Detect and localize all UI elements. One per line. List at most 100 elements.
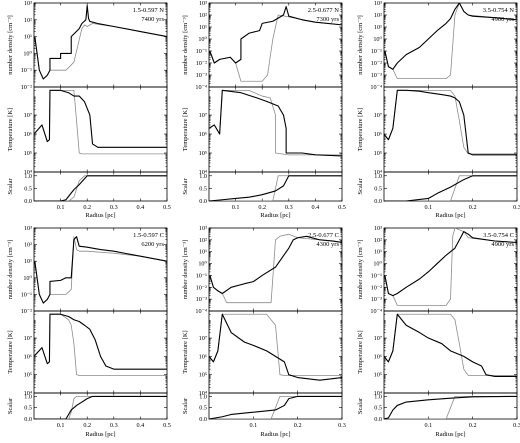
x-tick-label: 0.2 [83,204,91,211]
temperature-frame [208,310,343,394]
temperature-axis-label: Temperature [K] [182,108,189,151]
scalar-series [209,175,342,201]
y-tick-label: 0.5 [24,185,32,192]
subplot-3: 10⁻⁴ 10⁻³ 10⁻² 10⁻¹ 10⁰ 10¹ 10² 10³ number densi… [357,0,520,219]
temperature-axis-label: Temperature [K] [357,330,364,373]
y-tick-label: 10⁷ [374,112,382,119]
y-tick-label: 10¹ [199,24,207,31]
y-tick-label: 10⁵ [374,372,382,379]
model-label: 3.5-0.754 N [483,7,515,14]
y-tick-label: 10³ [199,0,207,7]
density-series [384,3,517,80]
model-label: 1.5-0.597 C [133,232,164,239]
y-tick-label: 10⁻¹ [371,272,382,279]
y-tick-label: 1.0 [199,173,207,180]
x-tick-label: 0.1 [424,204,432,211]
x-tick-label: 0.1 [57,422,65,429]
temperature-panel: 10⁴ 10⁵ 10⁶ 10⁷ Temperature [K] [182,310,343,397]
temperature-line-thin [384,89,517,155]
x-tick-label: 0.1 [249,422,257,429]
y-tick-label: 10⁰ [23,275,32,282]
temperature-line-thick [34,313,167,370]
temperature-panel: 10⁴ 10⁵ 10⁶ 10⁷ Temperature [K] [7,86,168,176]
y-tick-label: 10⁻⁴ [370,308,382,315]
temperature-axis-label: Temperature [K] [7,330,14,373]
y-tick-label: 10⁵ [199,150,207,157]
y-tick-label: 10⁻³ [196,72,207,79]
model-age: 7300 yrs [316,16,339,23]
scalar-panel: 0.0 0.5 1.0 Scalar 0.1 0.2 0.3 [182,392,346,429]
scalar-frame [208,171,343,202]
x-tick-label: 0.3 [110,204,118,211]
y-tick-label: 10⁶ [24,353,32,360]
x-tick-label: 0.3 [338,422,346,429]
x-axis-label: Radius [pc] [260,212,290,219]
y-tick-label: 10⁰ [23,50,32,57]
x-tick-label: 0.2 [294,422,302,429]
y-tick-label: 10⁻² [21,308,32,315]
y-tick-label: 10⁴ [199,390,207,397]
scalar-line-thick [384,395,517,419]
y-tick-label: 10⁴ [24,169,32,176]
y-tick-label: 10⁵ [24,150,32,157]
y-tick-label: 10⁰ [373,261,382,268]
density-axis-label: number density [cm⁻³] [7,15,14,75]
scalar-frame [383,392,518,420]
y-tick-label: 1.0 [374,173,382,180]
x-tick-label: 0.5 [338,204,346,211]
scalar-axis-label: Scalar [182,178,189,195]
subplot-6: 10⁻⁴ 10⁻³ 10⁻² 10⁻¹ 10⁰ 10¹ 10² 10³ number densi… [357,225,520,438]
scalar-line-thin [34,175,167,201]
model-age: 4900 yrs [491,16,514,23]
temperature-line-thick [34,89,167,148]
y-tick-label: 10⁶ [24,131,32,138]
y-tick-label: 0.0 [24,416,32,423]
x-tick-label: 0.2 [83,422,91,429]
density-series [34,236,167,304]
density-series [384,228,517,306]
x-tick-label: 0.3 [513,422,520,429]
model-age: 7400 yrs [141,16,164,23]
y-tick-label: 10⁷ [24,335,32,342]
scalar-line-thin [384,395,517,419]
y-tick-label: 10⁻¹ [21,291,32,298]
density-line-thick [384,231,517,297]
x-tick-label: 0.4 [137,204,145,211]
scalar-line-thick [209,395,342,419]
scalar-axis-label: Scalar [357,397,364,414]
temperature-line-thin [34,89,167,155]
density-axis-label: number density [cm⁻³] [182,15,189,75]
scalar-axis-label: Scalar [357,178,364,195]
y-tick-label: 10⁶ [374,131,382,138]
density-axis-label: number density [cm⁻³] [357,240,364,300]
y-tick-label: 1.0 [24,173,32,180]
density-line-thin [209,14,342,82]
x-tick-label: 0.2 [469,422,477,429]
density-panel: 10⁻⁴ 10⁻³ 10⁻² 10⁻¹ 10⁰ 10¹ 10² 10³ number densi… [182,0,343,91]
y-tick-label: 10⁻¹ [21,67,32,74]
y-tick-label: 10¹ [24,34,32,41]
y-tick-label: 10² [374,12,382,19]
y-tick-label: 10⁻³ [371,72,382,79]
y-tick-label: 10¹ [199,249,207,256]
y-tick-label: 10¹ [374,249,382,256]
scalar-line-thin [34,395,167,419]
y-tick-label: 0.0 [374,198,382,205]
y-tick-label: 10⁵ [24,372,32,379]
density-axis-label: number density [cm⁻³] [182,240,189,300]
temperature-panel: 10⁴ 10⁵ 10⁶ 10⁷ Temperature [K] [357,310,518,397]
y-tick-label: 10⁻² [21,84,32,91]
y-tick-label: 10¹ [374,24,382,31]
x-tick-label: 0.1 [424,422,432,429]
y-tick-label: 10⁻⁴ [195,308,207,315]
y-tick-label: 10⁴ [24,390,32,397]
x-tick-label: 0.2 [469,204,477,211]
y-tick-label: 10⁴ [374,169,382,176]
density-line-thin [34,23,167,80]
temperature-frame [33,310,168,394]
temperature-line-thin [209,313,342,376]
y-tick-label: 10⁷ [199,335,207,342]
y-tick-label: 10⁻² [196,284,207,291]
temperature-axis-label: Temperature [K] [7,108,14,151]
